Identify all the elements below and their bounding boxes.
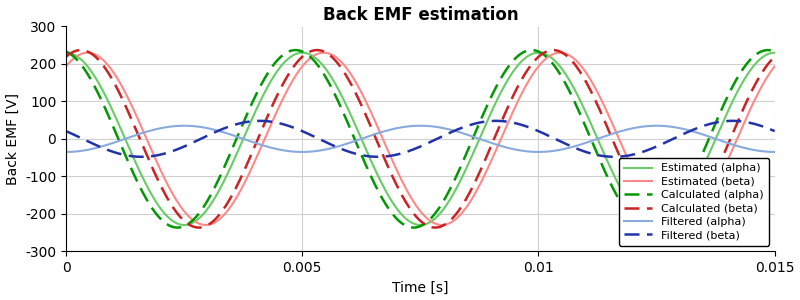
Calculated (beta) [486, 144, 496, 147]
Estimated (alpha) [644, 221, 654, 225]
Estimated (alpha) [770, 51, 779, 55]
Filtered (alpha) [298, 150, 307, 154]
Calculated (alpha) [522, 49, 532, 52]
Line: Estimated (beta): Estimated (beta) [66, 53, 774, 225]
Calculated (alpha) [62, 50, 71, 53]
Calculated (alpha) [190, 217, 199, 220]
Filtered (alpha) [190, 124, 200, 128]
Calculated (alpha) [770, 50, 779, 53]
X-axis label: Time [s]: Time [s] [392, 280, 449, 294]
Filtered (beta) [522, 125, 532, 128]
Filtered (beta) [770, 129, 779, 133]
Calculated (beta) [332, 61, 342, 64]
Calculated (beta) [590, 98, 600, 102]
Estimated (alpha) [590, 131, 600, 135]
Filtered (beta) [644, 148, 654, 152]
Filtered (beta) [255, 119, 265, 123]
Line: Calculated (alpha): Calculated (alpha) [66, 50, 774, 228]
Filtered (beta) [373, 155, 382, 159]
Filtered (beta) [332, 145, 342, 149]
Estimated (beta) [190, 220, 199, 223]
Estimated (beta) [437, 223, 446, 227]
Estimated (beta) [770, 64, 779, 68]
Calculated (alpha) [645, 226, 654, 230]
Estimated (alpha) [190, 220, 200, 223]
Filtered (alpha) [590, 138, 600, 142]
Estimated (alpha) [332, 85, 342, 88]
Calculated (beta) [522, 69, 532, 72]
Filtered (alpha) [486, 141, 496, 145]
Calculated (beta) [312, 48, 322, 52]
Estimated (alpha) [522, 55, 532, 58]
Estimated (beta) [590, 86, 600, 89]
Y-axis label: Back EMF [V]: Back EMF [V] [6, 93, 19, 185]
Title: Back EMF estimation: Back EMF estimation [322, 6, 518, 24]
Filtered (alpha) [179, 124, 189, 128]
Filtered (beta) [486, 119, 496, 123]
Calculated (alpha) [486, 95, 496, 99]
Estimated (beta) [486, 159, 496, 163]
Filtered (alpha) [332, 145, 342, 148]
Estimated (beta) [555, 51, 565, 55]
Calculated (beta) [644, 211, 654, 214]
Estimated (beta) [522, 82, 532, 85]
Calculated (alpha) [644, 226, 654, 229]
Filtered (alpha) [644, 124, 654, 128]
Calculated (beta) [190, 225, 199, 229]
Filtered (beta) [190, 140, 199, 143]
Filtered (beta) [62, 129, 71, 133]
Calculated (beta) [62, 55, 71, 58]
Estimated (beta) [332, 56, 342, 60]
Estimated (beta) [644, 199, 654, 202]
Filtered (alpha) [62, 150, 71, 154]
Line: Estimated (alpha): Estimated (alpha) [66, 53, 774, 225]
Estimated (alpha) [62, 51, 71, 55]
Calculated (beta) [770, 55, 779, 58]
Line: Filtered (beta): Filtered (beta) [66, 121, 774, 157]
Filtered (alpha) [770, 150, 779, 154]
Filtered (alpha) [522, 150, 532, 153]
Calculated (alpha) [590, 147, 600, 151]
Calculated (beta) [430, 226, 440, 230]
Line: Calculated (beta): Calculated (beta) [66, 50, 774, 228]
Line: Filtered (alpha): Filtered (alpha) [66, 126, 774, 152]
Calculated (alpha) [332, 97, 342, 100]
Calculated (alpha) [527, 48, 537, 52]
Estimated (alpha) [486, 110, 496, 114]
Estimated (alpha) [179, 223, 189, 227]
Estimated (beta) [62, 64, 71, 68]
Filtered (beta) [590, 153, 600, 156]
Legend: Estimated (alpha), Estimated (beta), Calculated (alpha), Calculated (beta), Filt: Estimated (alpha), Estimated (beta), Cal… [618, 158, 769, 246]
